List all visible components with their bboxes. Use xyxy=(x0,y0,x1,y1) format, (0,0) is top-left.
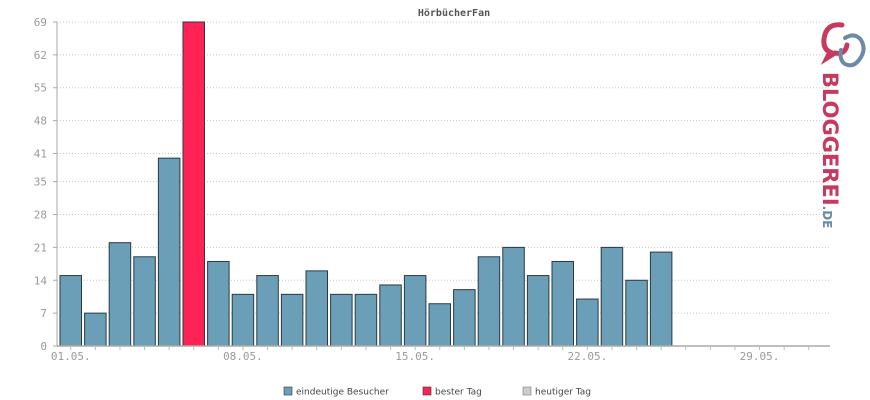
y-tick-label: 35 xyxy=(34,176,47,189)
bar xyxy=(305,270,328,347)
y-tick-label: 14 xyxy=(34,274,48,287)
axes xyxy=(56,22,830,347)
legend-label-visitors: eindeutige Besucher xyxy=(296,388,389,398)
bar xyxy=(477,256,501,347)
legend-swatch-today xyxy=(522,386,532,396)
bar xyxy=(502,246,525,347)
bar xyxy=(207,260,230,347)
logo-suffix: .DE xyxy=(820,206,834,229)
bar xyxy=(330,293,353,347)
legend-label-today: heutiger Tag xyxy=(535,388,591,398)
bar xyxy=(59,275,82,347)
x-tick-label: 15.05. xyxy=(395,350,435,363)
bar xyxy=(625,279,648,347)
logo-speech-icon xyxy=(820,22,866,68)
logo-word: BLOGGEREI xyxy=(818,72,842,206)
bar xyxy=(428,303,451,347)
bar xyxy=(379,284,402,347)
bar xyxy=(108,242,132,347)
bar xyxy=(600,246,624,347)
y-tick-label: 62 xyxy=(34,49,47,62)
logo-wordmark: BLOGGEREI.DE xyxy=(818,72,842,228)
legend: eindeutige Besucher bester Tag heutiger … xyxy=(283,386,591,398)
y-tick-label: 21 xyxy=(34,241,47,254)
y-tick-label: 69 xyxy=(34,16,47,29)
legend-label-best-day: bester Tag xyxy=(435,388,482,398)
y-tick-label: 55 xyxy=(34,82,47,95)
legend-swatch-best-day xyxy=(422,386,432,396)
bar xyxy=(133,256,156,347)
bar xyxy=(84,312,107,347)
bloggerei-logo: BLOGGEREI.DE xyxy=(818,22,866,228)
bar xyxy=(526,275,550,347)
bar xyxy=(403,275,427,347)
y-axis-ticks: 0 7 14 21 28 35 41 48 55 62 69 xyxy=(34,16,57,353)
bar xyxy=(576,298,599,347)
y-tick-label: 48 xyxy=(34,115,47,128)
x-tick-label: 22.05. xyxy=(567,350,607,363)
bar xyxy=(649,251,673,347)
y-tick-label: 0 xyxy=(40,340,47,353)
bar-best-day xyxy=(182,21,205,347)
x-tick-label: 01.05. xyxy=(51,350,91,363)
y-tick-label: 7 xyxy=(40,307,47,320)
x-tick-label: 08.05. xyxy=(223,350,263,363)
bar xyxy=(551,260,574,347)
legend-swatch-visitors xyxy=(283,386,293,396)
y-tick-label: 28 xyxy=(34,209,47,222)
bar xyxy=(157,157,181,347)
chart-title: HörbücherFan xyxy=(418,8,490,19)
x-axis-ticks: 01.05. 08.05. 15.05. 22.05. 29.05. xyxy=(51,346,810,363)
bar xyxy=(354,293,378,347)
bar xyxy=(231,293,255,347)
x-tick-label: 29.05. xyxy=(740,350,780,363)
bars xyxy=(59,21,673,347)
bar xyxy=(256,275,279,347)
bar xyxy=(280,293,304,347)
y-tick-label: 41 xyxy=(34,147,47,160)
bar xyxy=(453,289,476,347)
